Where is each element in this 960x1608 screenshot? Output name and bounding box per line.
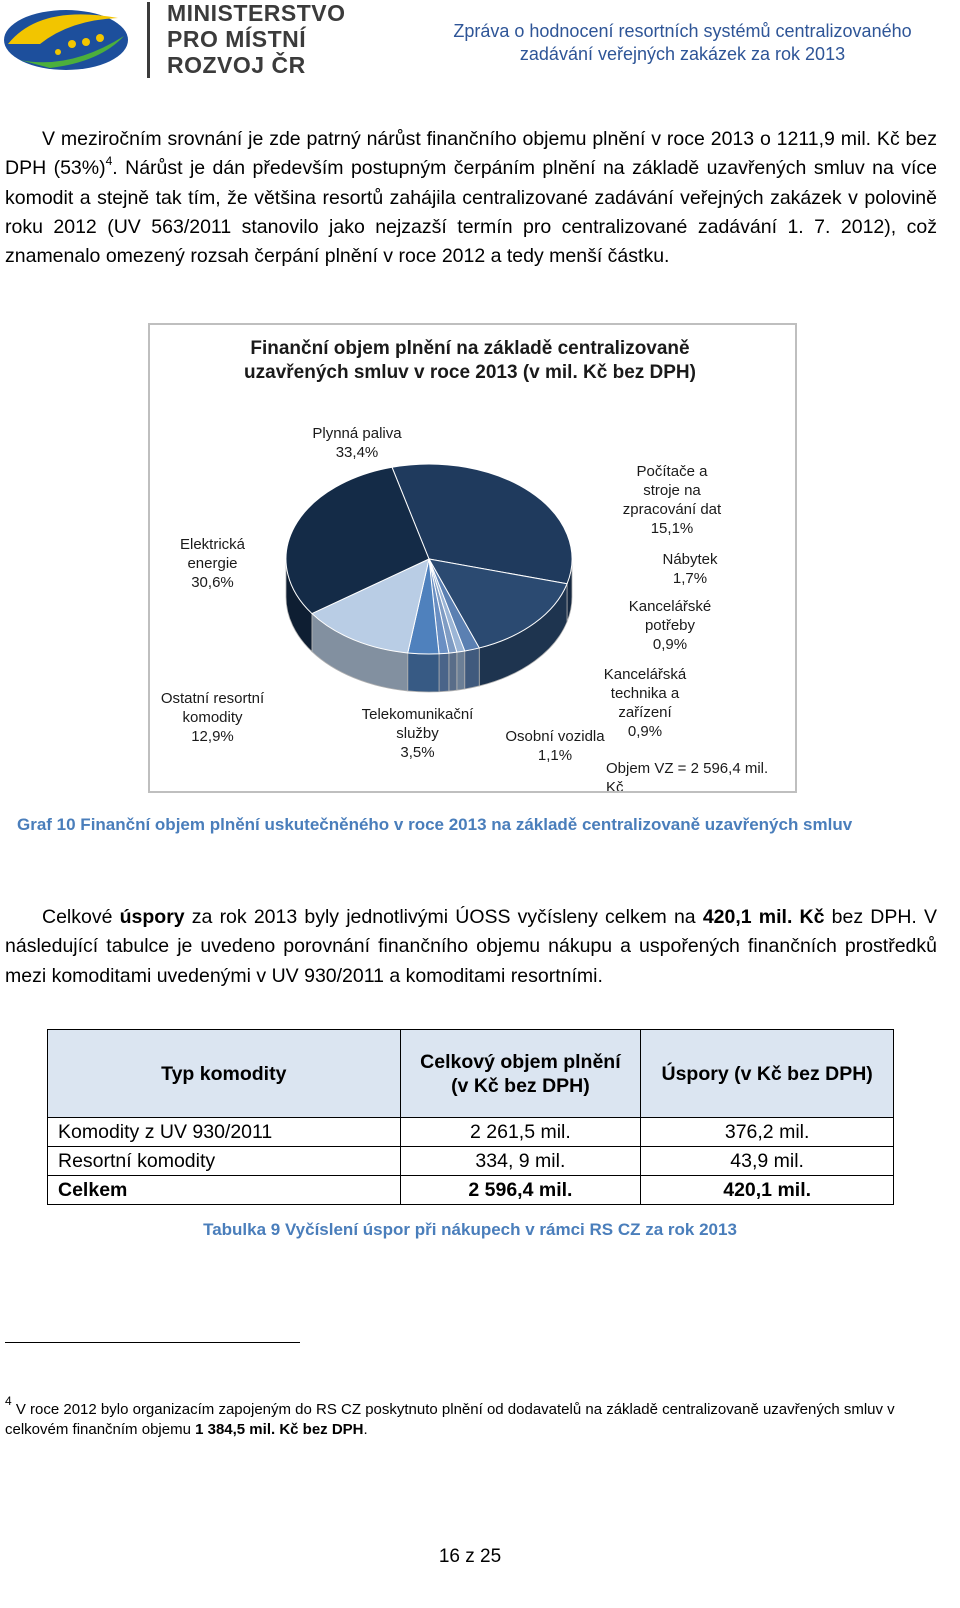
table-cell: Celkem bbox=[47, 1175, 401, 1205]
slice-label-name: Kancelářská technika a zařízení bbox=[603, 666, 687, 721]
slice-label-name: Telekomunikační služby bbox=[361, 706, 474, 742]
slice-label-value: 33,4% bbox=[335, 444, 379, 461]
footnote: 4 V roce 2012 bylo organizacím zapojeným… bbox=[5, 1395, 940, 1440]
logo-emblem bbox=[4, 2, 150, 78]
slice-label-value: 1,1% bbox=[537, 747, 573, 764]
logo-line: ROZVOJ ČR bbox=[167, 52, 306, 78]
slice-label-value: 3,5% bbox=[400, 744, 435, 761]
text: V meziročním srovnání je zde patrný nárů… bbox=[5, 128, 937, 180]
footnote-ref: 4 bbox=[105, 154, 113, 169]
table-cell: 420,1 mil. bbox=[640, 1175, 894, 1205]
slice-label-name: Ostatní resortní komodity bbox=[160, 690, 265, 726]
slice-label-name: Plynná paliva bbox=[312, 425, 402, 442]
slice-label-value: 0,9% bbox=[652, 636, 688, 653]
text: V roce 2012 bylo organizacím zapojeným d… bbox=[5, 1401, 895, 1438]
chart: Finanční objem plnění na základě central… bbox=[148, 323, 797, 793]
slice-label: Kancelářská technika a zařízení 0,9% bbox=[590, 665, 700, 741]
chart-caption: Graf 10 Finanční objem plnění uskutečněn… bbox=[17, 815, 853, 834]
slice-label-value: 1,7% bbox=[672, 570, 708, 587]
text: bez DPH. V následující tabulce je uveden… bbox=[5, 906, 937, 987]
table-cell: 376,2 mil. bbox=[640, 1117, 894, 1147]
table-cell: 2 261,5 mil. bbox=[399, 1117, 642, 1147]
chart-note: Objem VZ = 2 596,4 mil. Kč bbox=[606, 760, 769, 793]
paragraph: Celkové úspory za rok 2013 byly jednotli… bbox=[5, 903, 937, 991]
text: za rok 2013 byly jednotlivými ÚOSS vyčís… bbox=[184, 906, 703, 928]
slice-label-value: 0,9% bbox=[627, 723, 663, 740]
slice-label: Telekomunikační služby 3,5% bbox=[355, 705, 480, 762]
slice-label-name: Kancelářské potřeby bbox=[628, 598, 712, 634]
text: . bbox=[363, 1421, 368, 1438]
header-cell: Celkový objem plnění (v Kč bez DPH) bbox=[399, 1029, 642, 1118]
slice-label: Kancelářské potřeby 0,9% bbox=[610, 597, 730, 654]
text: Celkové bbox=[42, 906, 120, 928]
slice-label: Počítače a stroje na zpracování dat 15,1% bbox=[617, 462, 727, 538]
footnote-ref: 4 bbox=[5, 1394, 12, 1408]
table-row: Komodity z UV 930/2011 2 261,5 mil. 376,2 … bbox=[47, 1117, 894, 1147]
table: Typ komodity Celkový objem plnění (v Kč b… bbox=[47, 1029, 894, 1205]
logo-line: MINISTERSTVO bbox=[167, 0, 346, 26]
slice-label-name: Elektrická energie bbox=[179, 536, 246, 572]
page-number: 16 z 25 bbox=[438, 1546, 502, 1567]
table-cell: Resortní komodity bbox=[47, 1146, 401, 1176]
logo-line: PRO MÍSTNÍ bbox=[167, 26, 307, 52]
slice-side bbox=[464, 647, 480, 690]
pie-slice bbox=[285, 466, 430, 615]
table-header: Typ komodity Celkový objem plnění (v Kč b… bbox=[47, 1029, 894, 1118]
bold-text: úspory bbox=[119, 906, 185, 928]
paragraph: V meziročním srovnání je zde patrný nárů… bbox=[5, 125, 937, 271]
chart-title: Finanční objem plnění na základě central… bbox=[244, 338, 696, 383]
slice-label-name: Nábytek bbox=[662, 551, 718, 568]
footnote-rule bbox=[5, 1342, 300, 1343]
pie-slice bbox=[311, 558, 430, 654]
pie-slice bbox=[391, 463, 573, 585]
slice-label-name: Počítače a stroje na zpracování dat bbox=[622, 463, 722, 518]
slice-side bbox=[438, 652, 450, 693]
slice-side bbox=[456, 650, 466, 691]
header-cell: Typ komodity bbox=[47, 1029, 401, 1118]
slice-side bbox=[448, 651, 458, 692]
header-cell: Úspory (v Kč bez DPH) bbox=[640, 1029, 894, 1118]
slice-label-value: 30,6% bbox=[191, 574, 234, 591]
slice-label-value: 15,1% bbox=[650, 520, 694, 537]
pie-slice bbox=[428, 558, 568, 649]
slice-label: Nábytek 1,7% bbox=[640, 550, 740, 588]
table-cell: 43,9 mil. bbox=[640, 1146, 894, 1176]
slice-label: Ostatní resortní komodity 12,9% bbox=[150, 689, 275, 746]
logo-text: MINISTERSTVO PRO MÍSTNÍ ROZVOJ ČR bbox=[167, 0, 346, 78]
table-caption: Tabulka 9 Vyčíslení úspor při nákupech v… bbox=[203, 1220, 737, 1239]
slice-label: Elektrická energie 30,6% bbox=[165, 535, 260, 592]
table-cell: 334, 9 mil. bbox=[399, 1146, 642, 1176]
bold-text: 1 384,5 mil. Kč bez DPH bbox=[195, 1421, 364, 1438]
slice-label: Plynná paliva 33,4% bbox=[302, 424, 412, 462]
bold-text: 420,1 mil. Kč bbox=[702, 906, 825, 928]
slice-label: Osobní vozidla 1,1% bbox=[490, 727, 620, 765]
table-cell: 2 596,4 mil. bbox=[399, 1175, 642, 1205]
slice-label-value: 12,9% bbox=[191, 728, 234, 745]
table-cell: Komodity z UV 930/2011 bbox=[47, 1117, 401, 1147]
slice-side bbox=[407, 652, 440, 693]
slice-label-name: Osobní vozidla bbox=[505, 728, 605, 745]
header-title: Zpráva o hodnocení resortních systémů ce… bbox=[453, 21, 912, 64]
pie bbox=[285, 463, 573, 693]
text: . Nárůst je dán především postupným čerp… bbox=[5, 157, 938, 268]
table-row: Resortní komodity 334, 9 mil. 43,9 mil. bbox=[47, 1146, 894, 1176]
table-row: Celkem 2 596,4 mil. 420,1 mil. bbox=[47, 1175, 894, 1205]
